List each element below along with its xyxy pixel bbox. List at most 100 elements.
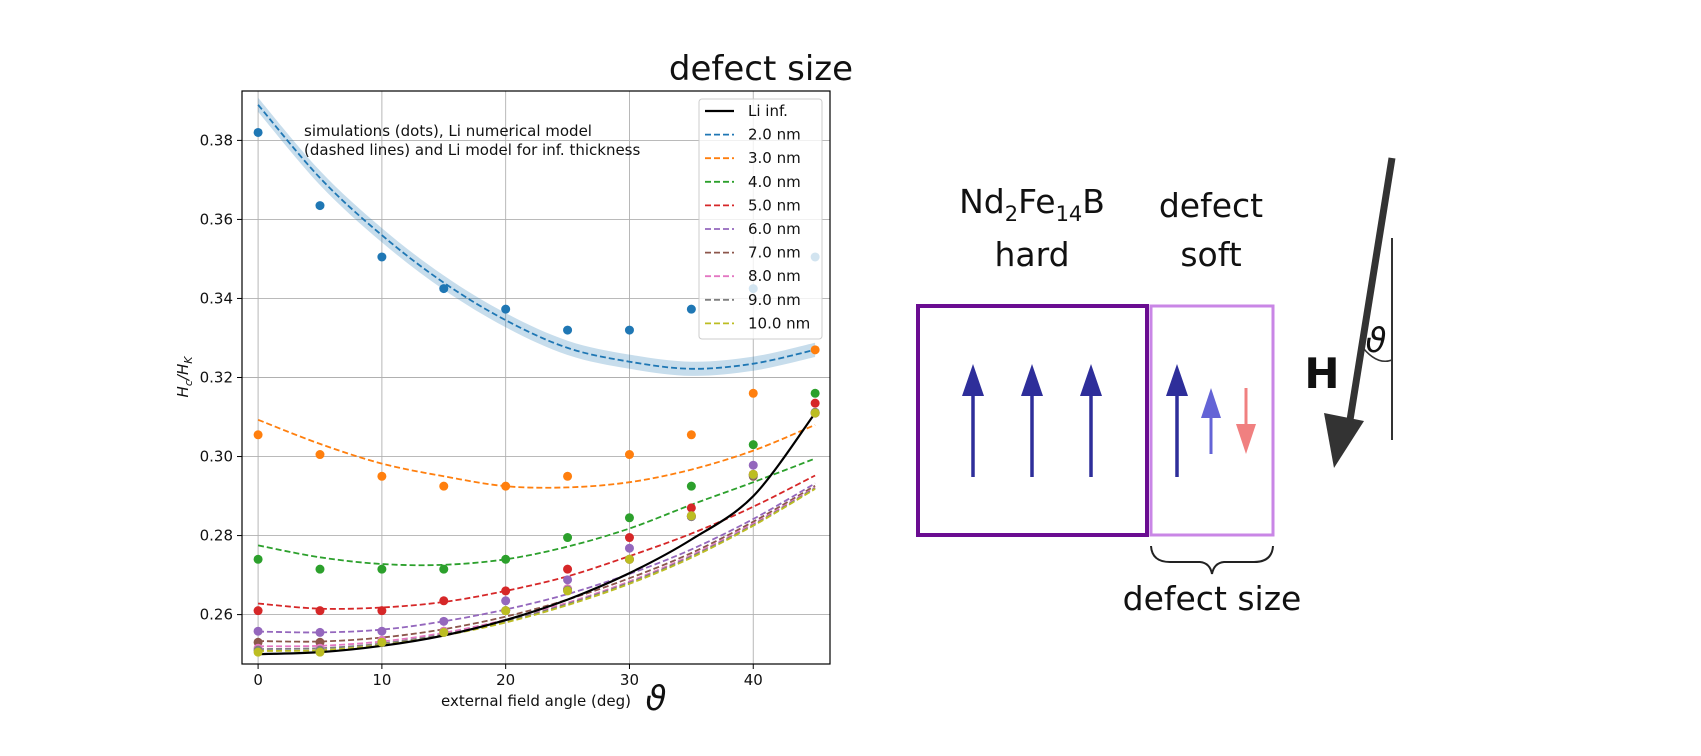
annotation-line-2: (dashed lines) and Li model for inf. thi… [304,141,640,159]
sim-point [563,325,573,335]
sim-point [377,637,387,647]
x-tick-label: 20 [496,671,515,689]
defect-spin-tilted-arrow-icon [1201,388,1221,454]
legend-label: 10.0 nm [748,314,810,332]
sim-point [624,450,634,460]
model-curve [257,418,816,489]
hard-phase-box [916,304,1149,537]
x-axis-theta-symbol: ϑ [645,679,666,719]
sim-point [377,626,387,636]
sim-point [315,606,325,616]
sim-point [439,481,449,491]
defect-size-title: defect size [669,49,853,89]
model-curve [258,488,816,652]
hard-spin-arrow-icon [1080,364,1102,477]
x-tick-label: 40 [744,671,763,689]
annotation-line-1: simulations (dots), Li numerical model [304,122,592,140]
sim-point [501,586,511,596]
model-curve [257,104,816,370]
hard-spin-arrow-icon [962,364,984,477]
model-curve [257,457,816,567]
sim-point [624,554,634,564]
sim-point [748,388,758,398]
y-axis-label: Hc/HK [174,356,195,398]
sim-point [501,606,511,616]
sim-point [315,627,325,637]
y-tick-label: 0.32 [200,369,233,387]
model-curves [257,97,816,656]
x-tick-label: 30 [620,671,639,689]
legend-label: 4.0 nm [748,173,801,191]
defect-spin-down-arrow-icon [1236,388,1256,454]
legend-box [698,98,823,340]
sim-point [253,606,263,616]
sim-point [624,533,634,543]
field-label: H [1304,349,1339,398]
chart: 0 10 20 30 40 0.26 0.28 0.30 0.32 0.34 0.36 0.38 si… [174,90,831,719]
y-tick-label: 0.34 [200,289,233,307]
sim-point [439,627,449,637]
legend-label: 7.0 nm [748,244,801,262]
defect-spin-up-arrow-icon [1166,364,1188,477]
y-tick-label: 0.28 [200,527,233,545]
li-inf-curve [258,412,816,656]
legend: Li inf. 2.0 nm 3.0 nm 4.0 nm 5.0 nm 6.0 nm 7.0… [698,98,823,340]
sim-point [810,388,820,398]
soft-phase-label: soft [1180,235,1241,274]
soft-defect-box [1149,304,1275,537]
sim-point [315,201,325,211]
sim-point [501,554,511,564]
sim-point [377,471,387,481]
sim-point [563,586,573,596]
sim-point [686,511,696,521]
y-tick-label: 0.36 [200,210,233,228]
defect-label: defect [1159,186,1263,225]
model-curve [258,486,816,648]
sim-point [377,252,387,262]
sim-point [624,325,634,335]
sim-point [253,127,263,137]
magnet-diagram: Nd2Fe14B hard defect soft [916,157,1396,618]
sim-point [624,513,634,523]
sim-point [439,596,449,606]
sim-point [501,596,511,606]
defect-size-label: defect size [1123,579,1302,618]
model-curve [258,482,816,634]
legend-label: Li inf. [748,102,788,120]
applied-field-arrow-icon [1324,157,1396,468]
x-tick-label: 10 [372,671,391,689]
sim-point [315,450,325,460]
sim-point [439,616,449,626]
sim-point [253,554,263,564]
defect-size-brace-icon [1150,545,1274,575]
angle-arc-icon [1359,343,1393,362]
x-axis-label: external field angle (deg) [441,692,631,710]
sim-point [748,469,758,479]
legend-label: 6.0 nm [748,220,801,238]
legend-label: 3.0 nm [748,149,801,167]
model-curve [258,485,816,643]
sim-point [253,430,263,440]
sim-point [253,626,263,636]
y-tick-label: 0.38 [200,131,233,149]
sim-point [253,647,263,657]
sim-point [315,564,325,574]
field-angle-label: ϑ [1365,321,1386,361]
sim-point [377,564,387,574]
sim-point [810,398,820,408]
x-tick-label: 0 [253,671,263,689]
y-tick-label: 0.26 [200,606,233,624]
sim-point [748,440,758,450]
sim-point [315,647,325,657]
sim-point [810,345,820,355]
sim-point [563,533,573,543]
simulation-points [253,127,820,657]
sim-point [563,564,573,574]
sim-point [563,471,573,481]
sim-point [563,575,573,585]
sim-point [686,503,696,513]
sim-point [624,543,634,553]
sim-point [377,606,387,616]
sim-point [748,460,758,470]
